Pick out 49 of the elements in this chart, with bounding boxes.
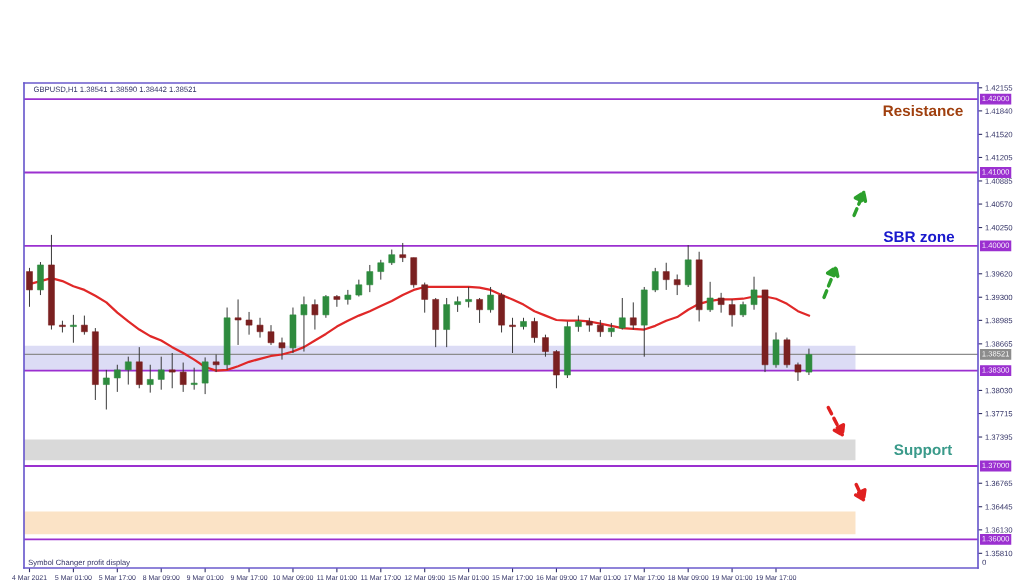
candlestick	[278, 337, 286, 361]
candlestick	[322, 294, 330, 319]
candlestick	[794, 362, 802, 382]
candlestick	[267, 324, 275, 346]
candlestick	[124, 356, 132, 386]
candlestick	[651, 267, 659, 293]
candlestick	[542, 334, 549, 358]
candlestick	[662, 262, 670, 291]
candlestick	[421, 282, 428, 314]
candlestick	[157, 356, 165, 391]
candlestick	[81, 315, 88, 336]
candlestick	[146, 364, 154, 394]
text: SBR zone	[883, 231, 955, 243]
candlestick	[553, 349, 560, 389]
candlestick	[728, 298, 736, 328]
candlestick	[673, 274, 681, 296]
candlestick	[311, 298, 319, 331]
candlestick	[212, 353, 220, 373]
candlestick	[135, 346, 143, 389]
candlestick	[805, 348, 813, 376]
candlestick	[465, 286, 472, 309]
candlestick	[487, 286, 494, 314]
candlestick	[509, 317, 516, 354]
candlestick	[399, 242, 407, 263]
candlestick	[114, 364, 121, 393]
candlestick	[168, 352, 176, 389]
candlestick	[201, 356, 209, 395]
candlestick	[366, 264, 374, 293]
candlestick	[344, 289, 352, 306]
candlestick	[26, 267, 33, 308]
candlestick	[706, 281, 714, 313]
candlestick	[190, 367, 198, 391]
candlestick	[234, 298, 242, 346]
candlestick	[619, 297, 626, 331]
candlestick	[300, 296, 308, 353]
candlestick	[531, 317, 538, 344]
candlestick	[245, 311, 253, 336]
candlestick	[750, 276, 758, 311]
candlestick	[70, 314, 77, 344]
candlestick	[476, 297, 483, 324]
text: Resistance	[883, 104, 963, 117]
candlestick	[629, 301, 637, 331]
candlestick	[256, 317, 264, 339]
text: Support	[894, 444, 953, 459]
candlestick	[717, 292, 725, 314]
candlestick	[377, 259, 385, 281]
candlestick	[333, 294, 341, 308]
candlestick	[103, 369, 110, 410]
candlestick	[179, 362, 187, 393]
